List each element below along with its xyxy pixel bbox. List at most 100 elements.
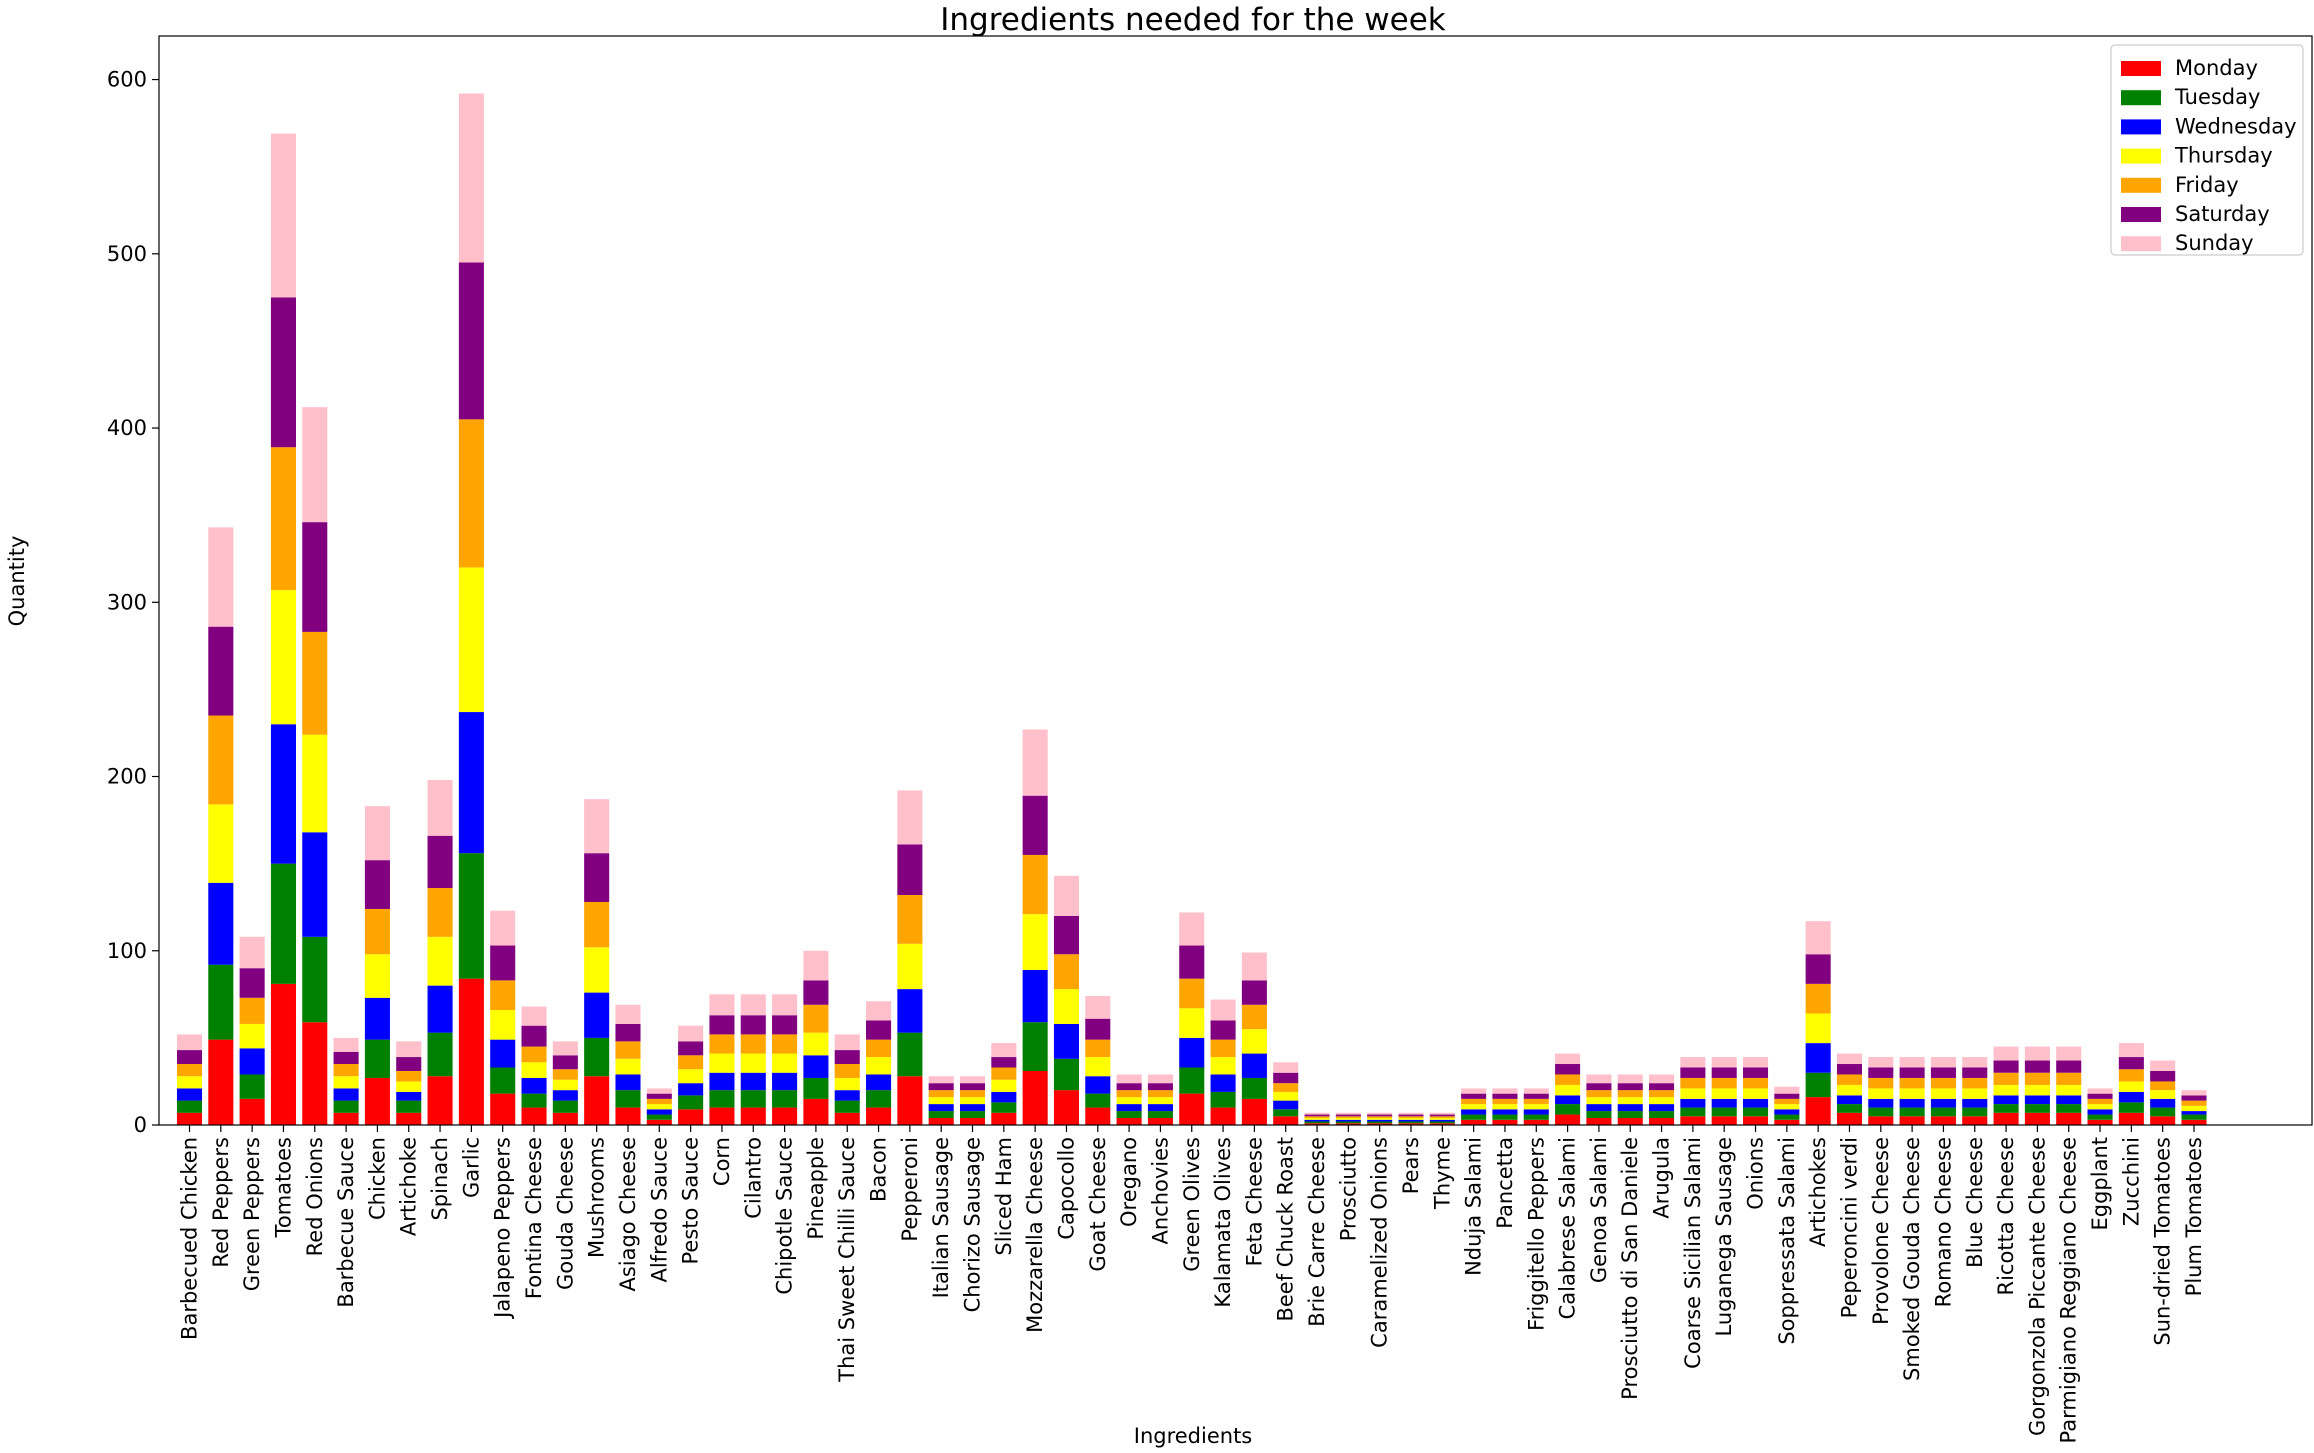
bar-segment-monday-39 [1398, 1123, 1424, 1125]
x-tick-label: Chipotle Sauce [773, 1137, 797, 1295]
bar-segment-saturday-62 [2118, 1057, 2144, 1070]
bar-segment-sunday-41 [1461, 1088, 1487, 1094]
bar-segment-friday-16 [678, 1055, 704, 1070]
bar-segment-sunday-57 [1962, 1057, 1988, 1068]
bar-segment-wednesday-44 [1555, 1095, 1581, 1105]
bar-segment-tuesday-40 [1429, 1121, 1455, 1124]
bar-segment-monday-17 [709, 1107, 735, 1125]
bar-segment-sunday-17 [709, 994, 735, 1016]
bar-segment-wednesday-57 [1962, 1098, 1988, 1108]
bar-segment-friday-6 [364, 908, 390, 955]
bar-segment-tuesday-16 [678, 1095, 704, 1110]
bar-segment-friday-18 [740, 1034, 766, 1054]
bar-segment-wednesday-45 [1586, 1104, 1612, 1112]
bar-segment-saturday-60 [2056, 1060, 2082, 1073]
bar-segment-monday-32 [1179, 1093, 1205, 1125]
x-axis: Barbecued Chicken Red Peppers Green Pepper… [178, 1125, 2206, 1443]
bar-segment-sunday-28 [1053, 875, 1079, 916]
bar-segment-saturday-26 [991, 1057, 1017, 1068]
bar-segment-wednesday-32 [1179, 1037, 1205, 1068]
legend-swatch-sunday [2121, 236, 2161, 252]
chart-title: Ingredients needed for the week [940, 2, 1446, 38]
bar-segment-saturday-30 [1116, 1083, 1142, 1091]
bar-segment-monday-2 [239, 1098, 265, 1125]
bar-segment-monday-41 [1461, 1119, 1487, 1125]
bar-segment-monday-48 [1680, 1116, 1706, 1125]
bar-segment-tuesday-37 [1335, 1121, 1361, 1124]
bar-segment-monday-53 [1836, 1112, 1863, 1125]
bar-segment-thursday-37 [1335, 1118, 1361, 1120]
x-tick-label: Gorgonzola Piccante Cheese [2025, 1137, 2049, 1436]
x-tick-label: Friggitello Peppers [1524, 1137, 1548, 1331]
bar-segment-tuesday-10 [490, 1067, 516, 1094]
bar-segment-friday-30 [1116, 1090, 1142, 1098]
bar-segment-friday-55 [1899, 1077, 1925, 1089]
bar-segment-monday-15 [646, 1119, 672, 1125]
bar-segment-friday-47 [1649, 1090, 1675, 1098]
bar-segment-friday-52 [1805, 983, 1831, 1014]
bar-segment-thursday-45 [1586, 1097, 1612, 1105]
x-tick-label: Alfredo Sauce [647, 1137, 671, 1283]
bar-segment-saturday-48 [1680, 1067, 1706, 1078]
bar-segment-saturday-7 [396, 1057, 422, 1071]
bar-segment-saturday-3 [270, 297, 296, 448]
bar-segment-thursday-8 [427, 936, 453, 986]
x-tick-label: Barbecued Chicken [178, 1137, 202, 1340]
bar-segment-tuesday-52 [1805, 1072, 1831, 1098]
x-tick-label: Chorizo Sausage [961, 1137, 985, 1312]
bar-segment-tuesday-0 [176, 1100, 203, 1113]
bar-segment-saturday-33 [1210, 1020, 1236, 1040]
bar-segment-wednesday-55 [1899, 1098, 1925, 1108]
bar-segment-sunday-7 [396, 1041, 422, 1058]
bar-segment-thursday-61 [2087, 1104, 2113, 1110]
legend-swatch-friday [2121, 177, 2161, 193]
bar-segment-tuesday-50 [1742, 1107, 1769, 1117]
bar-segment-sunday-35 [1273, 1062, 1299, 1073]
bar-segment-tuesday-5 [333, 1100, 359, 1113]
legend-swatch-tuesday [2121, 90, 2161, 106]
x-tick-label: Oregano [1117, 1137, 1141, 1227]
bar-segment-sunday-61 [2087, 1088, 2113, 1094]
bar-segment-sunday-32 [1179, 912, 1205, 946]
bar-segment-thursday-46 [1617, 1097, 1643, 1105]
bar-segment-thursday-53 [1836, 1084, 1863, 1096]
bar-segment-monday-23 [897, 1076, 923, 1125]
bar-segment-thursday-12 [552, 1079, 578, 1091]
bar-segment-saturday-50 [1742, 1067, 1769, 1078]
bar-segment-tuesday-64 [2181, 1114, 2207, 1120]
bar-segment-thursday-17 [709, 1053, 735, 1073]
bar-segment-tuesday-61 [2087, 1114, 2113, 1120]
bar-segment-wednesday-27 [1022, 969, 1048, 1023]
bar-segment-wednesday-24 [928, 1104, 954, 1112]
x-tick-label: Corn [710, 1137, 734, 1186]
bar-segment-monday-62 [2118, 1112, 2144, 1125]
x-tick-label: Barbecue Sauce [334, 1137, 358, 1308]
bar-segment-friday-53 [1836, 1074, 1863, 1085]
bar-segment-wednesday-40 [1429, 1119, 1455, 1122]
bar-segment-tuesday-47 [1649, 1111, 1675, 1119]
bar-segment-monday-11 [521, 1107, 547, 1125]
bar-segment-thursday-28 [1053, 989, 1079, 1024]
bar-segment-wednesday-51 [1774, 1109, 1800, 1115]
bar-segment-wednesday-5 [333, 1088, 359, 1101]
bar-segment-thursday-43 [1523, 1104, 1549, 1110]
legend-swatch-thursday [2121, 148, 2161, 164]
bar-segment-friday-51 [1774, 1098, 1800, 1105]
bar-segment-monday-35 [1273, 1116, 1299, 1125]
bar-segment-friday-20 [803, 1004, 829, 1033]
bar-segment-tuesday-7 [396, 1100, 422, 1113]
bar-segment-sunday-27 [1022, 729, 1048, 796]
bar-segment-tuesday-33 [1210, 1091, 1236, 1108]
bar-segment-sunday-16 [678, 1025, 704, 1042]
x-tick-label: Luganega Sausage [1712, 1137, 1736, 1337]
bar-segment-saturday-16 [678, 1041, 704, 1056]
bar-segment-friday-4 [302, 631, 328, 735]
bar-segment-saturday-40 [1429, 1114, 1455, 1117]
bar-segment-saturday-44 [1555, 1064, 1581, 1075]
bar-segment-sunday-4 [302, 407, 328, 523]
x-tick-label: Thyme [1430, 1137, 1454, 1210]
bar-segment-wednesday-31 [1147, 1104, 1173, 1112]
bar-segment-monday-59 [2024, 1112, 2050, 1125]
x-tick-label: Italian Sausage [929, 1137, 953, 1298]
